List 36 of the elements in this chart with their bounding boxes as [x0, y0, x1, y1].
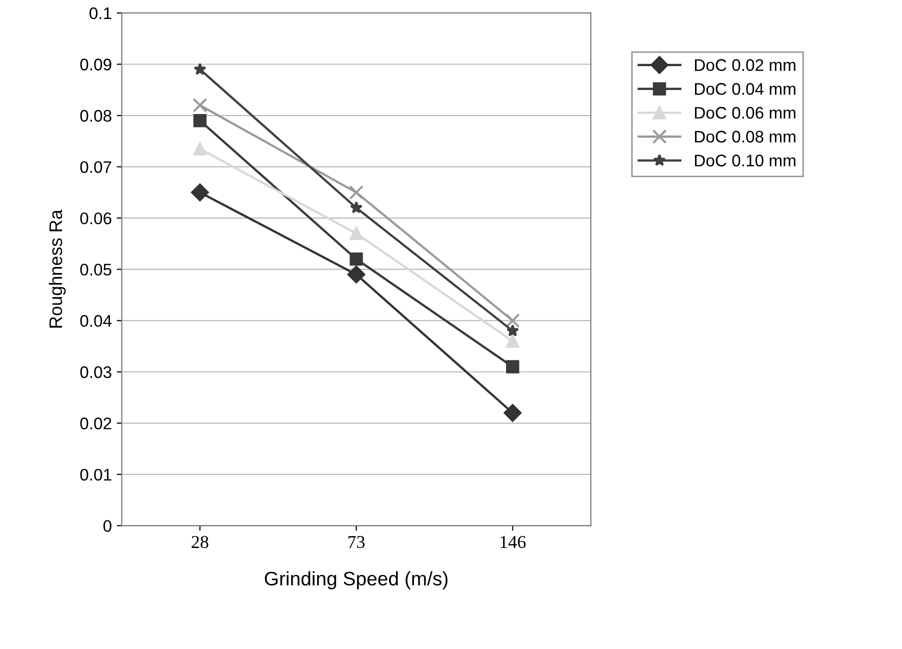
y-tick-label: 0.05	[80, 264, 112, 276]
point	[506, 360, 520, 374]
point	[192, 98, 208, 113]
point	[506, 324, 519, 336]
legend-label: DoC 0.04 mm	[695, 83, 796, 95]
point	[350, 226, 363, 240]
point	[506, 334, 520, 348]
x-axis-title: Grinding Speed (m/s)	[264, 571, 448, 590]
y-tick-label: 0.08	[80, 110, 112, 122]
point	[350, 201, 363, 214]
point	[505, 313, 520, 328]
legend-label: DoC 0.10 mm	[695, 154, 796, 166]
x-tick-label: 28	[192, 536, 208, 548]
point	[194, 62, 206, 75]
x-tick-label: 73	[348, 536, 365, 548]
point	[193, 114, 207, 128]
y-tick-label: 0.04	[80, 315, 112, 327]
y-tick-label: 0.09	[80, 58, 112, 70]
x-tick-label: 146	[500, 536, 526, 548]
point	[504, 404, 522, 422]
point	[348, 185, 364, 200]
y-tick-label: 0.07	[80, 161, 112, 173]
y-tick-label: 0.02	[80, 418, 112, 430]
y-tick-label: 0	[103, 520, 112, 532]
point	[191, 184, 209, 202]
point	[347, 266, 366, 284]
point	[350, 252, 363, 266]
y-tick-label: 0.1	[90, 7, 112, 20]
legend-label: DoC 0.08 mm	[695, 130, 796, 143]
y-tick-label: 0.01	[80, 468, 112, 481]
y-axis-title: Roughness Ra	[48, 210, 66, 328]
legend-label: DoC 0.02 mm	[695, 59, 796, 71]
y-tick-label: 0.06	[80, 212, 112, 224]
point	[193, 142, 207, 156]
y-tick-label: 0.03	[80, 366, 112, 378]
legend-label: DoC 0.06 mm	[695, 106, 796, 119]
